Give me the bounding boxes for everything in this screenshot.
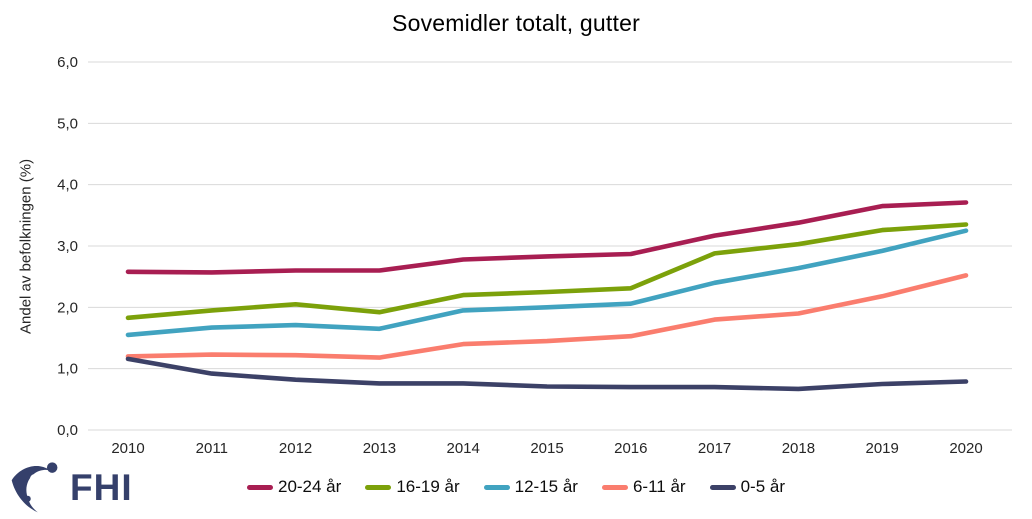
x-tick-label: 2015 <box>530 440 563 457</box>
x-tick-label: 2020 <box>949 440 982 457</box>
series-line-12-15år <box>125 228 969 338</box>
legend-label: 20-24 år <box>277 477 342 496</box>
legend-item-16-19år: 16-19 år <box>365 477 460 497</box>
legend-item-20-24år: 20-24 år <box>246 477 342 497</box>
legend-label: 0-5 år <box>740 477 785 496</box>
series-line-20-24år <box>125 200 969 275</box>
y-tick-label: 3,0 <box>57 238 78 255</box>
x-tick-label: 2018 <box>782 440 815 457</box>
y-tick-label: 0,0 <box>57 422 78 439</box>
x-tick-label: 2010 <box>111 440 144 457</box>
chart-legend: 20-24 år 16-19 år 12-15 år 6-11 år 0-5 år <box>0 477 1032 497</box>
x-tick-label: 2016 <box>614 440 647 457</box>
y-tick-label: 1,0 <box>57 361 78 378</box>
x-tick-label: 2019 <box>866 440 899 457</box>
y-tick-label: 5,0 <box>57 115 78 132</box>
fhi-logo-text: FHI <box>70 466 133 508</box>
legend-swatch-icon <box>365 484 392 490</box>
fhi-swoosh-icon <box>11 462 58 513</box>
y-tick-label: 6,0 <box>57 54 78 71</box>
series-line-16-19år <box>125 222 969 321</box>
y-tick-label: 4,0 <box>57 177 78 194</box>
x-tick-label: 2014 <box>447 440 480 457</box>
series-line-0-5år <box>125 356 969 392</box>
y-tick-label: 2,0 <box>57 299 78 316</box>
legend-swatch-icon <box>246 484 273 490</box>
legend-swatch-icon <box>483 484 510 490</box>
legend-label: 16-19 år <box>396 477 460 496</box>
fhi-logo: FHI <box>10 458 133 516</box>
legend-swatch-icon <box>709 484 736 490</box>
x-tick-label: 2011 <box>196 440 228 457</box>
legend-item-6-11år: 6-11 år <box>601 477 686 497</box>
chart-title: Sovemidler totalt, gutter <box>392 10 640 36</box>
legend-label: 12-15 år <box>514 477 578 496</box>
legend-item-0-5år: 0-5 år <box>709 477 785 497</box>
x-tick-label: 2017 <box>698 440 731 457</box>
legend-item-12-15år: 12-15 år <box>483 477 578 497</box>
legend-swatch-icon <box>601 484 628 490</box>
line-chart-plot: 0,0 1,0 2,0 3,0 4,0 5,0 6,0 2010 2011 2012 2013 201… <box>57 54 1012 457</box>
x-tick-label: 2013 <box>363 440 396 457</box>
x-tick-label: 2012 <box>279 440 312 457</box>
series-line-6-11år <box>125 273 969 360</box>
legend-label: 6-11 år <box>632 477 686 496</box>
